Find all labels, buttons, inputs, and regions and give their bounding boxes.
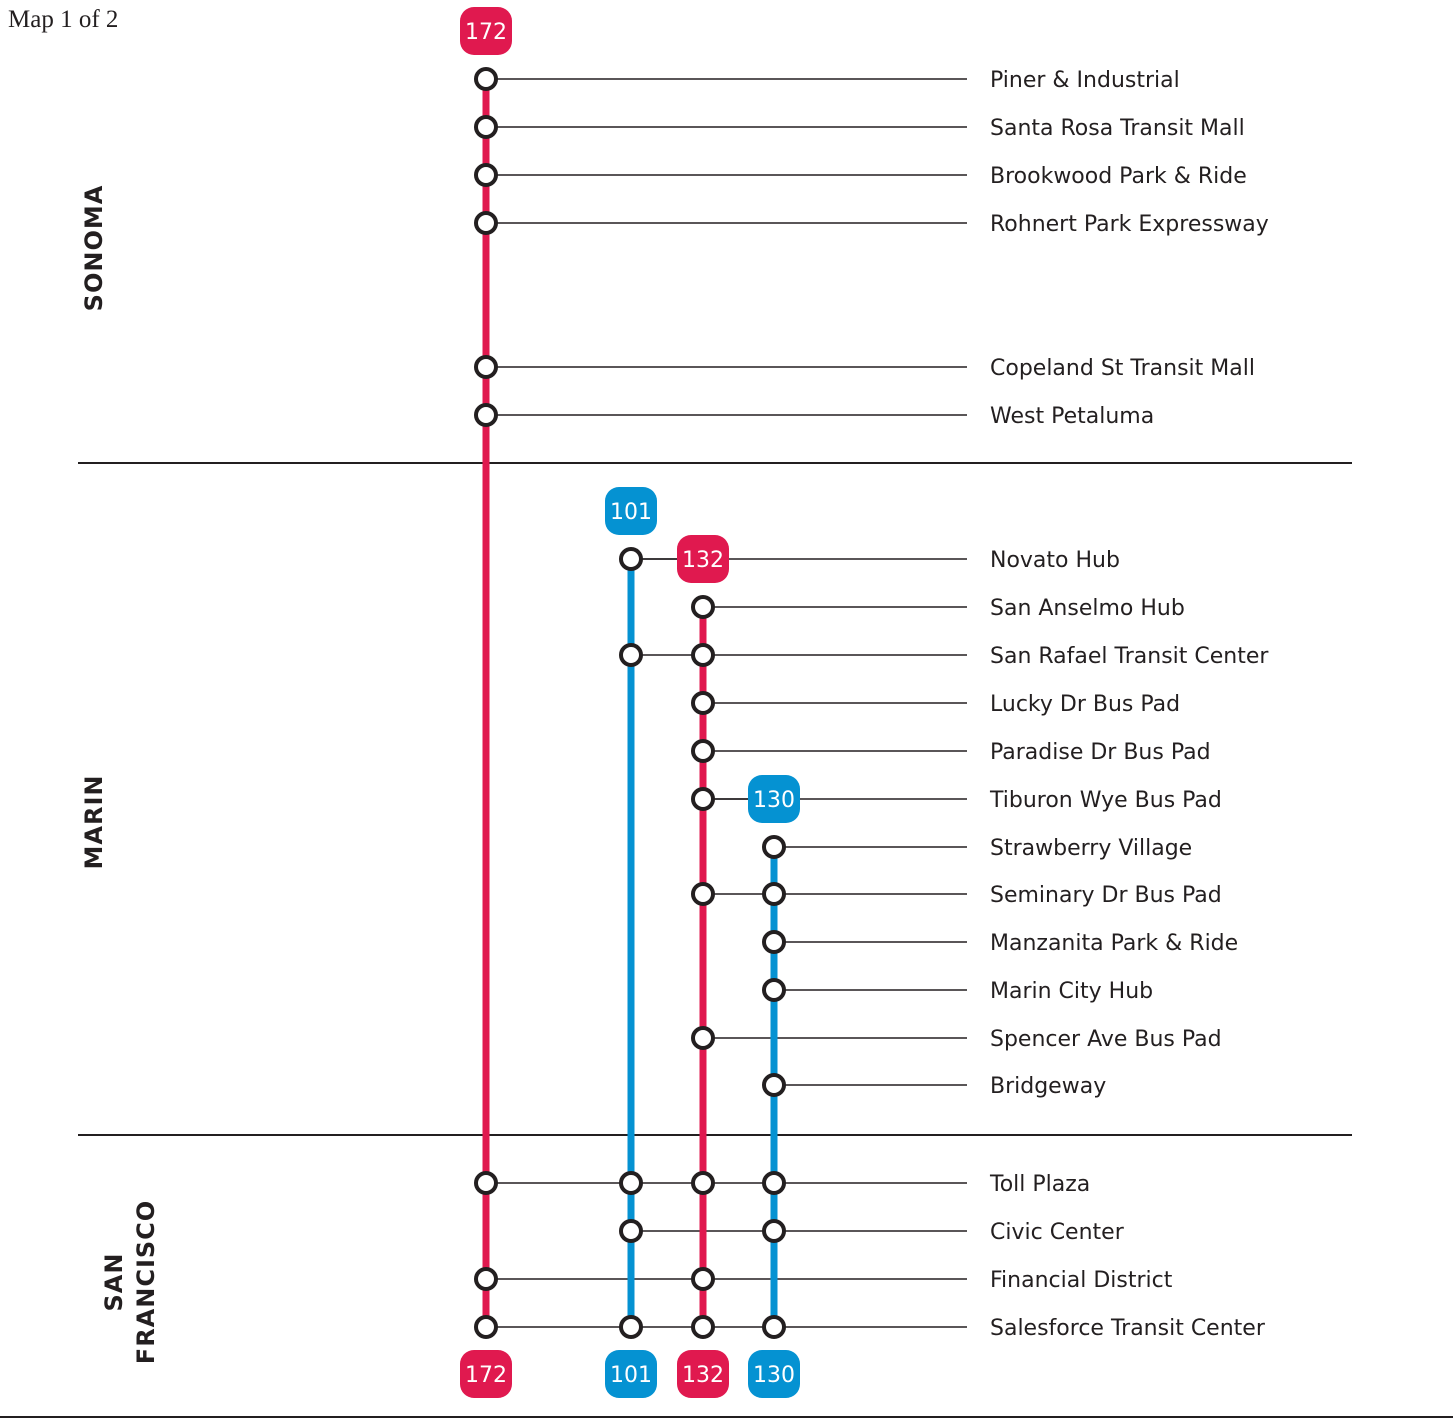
stop-marker — [619, 1171, 643, 1195]
stop-marker — [474, 211, 498, 235]
stop-label: Toll Plaza — [989, 1172, 1090, 1197]
route-badge-shape — [748, 1350, 800, 1398]
route-badges: 172 101 132 130 172 101 132 130 — [460, 7, 800, 1398]
stop-marker — [762, 882, 786, 906]
route-badge-shape — [605, 487, 657, 535]
stop-label: Civic Center — [990, 1220, 1125, 1245]
route-badge-172-bottom: 172 — [460, 1350, 512, 1398]
page-indicator: Map 1 of 2 — [8, 6, 119, 33]
stop-marker — [474, 403, 498, 427]
stop-label: Lucky Dr Bus Pad — [990, 692, 1180, 717]
stop-marker — [619, 1219, 643, 1243]
stop-label: Salesforce Transit Center — [990, 1316, 1266, 1341]
stop-marker — [762, 978, 786, 1002]
route-badge-shape — [748, 775, 800, 823]
stop-marker — [619, 1315, 643, 1339]
stop-label: Bridgeway — [990, 1074, 1106, 1099]
route-badge-shape — [605, 1350, 657, 1398]
route-badge-130-bottom: 130 — [748, 1350, 800, 1398]
stop-marker — [762, 1171, 786, 1195]
stop-markers — [474, 67, 786, 1339]
stop-marker — [762, 1073, 786, 1097]
route-badge-number: 172 — [465, 20, 507, 45]
stop-marker — [691, 787, 715, 811]
route-badge-172-top: 172 — [460, 7, 512, 55]
stop-marker — [691, 739, 715, 763]
stop-marker — [474, 115, 498, 139]
leader-lines — [486, 78, 967, 1328]
stop-marker — [762, 835, 786, 859]
route-badge-number: 130 — [753, 1363, 795, 1388]
stop-marker — [474, 67, 498, 91]
stop-marker — [619, 643, 643, 667]
stop-marker — [691, 1026, 715, 1050]
stop-marker — [691, 691, 715, 715]
stop-label: Brookwood Park & Ride — [990, 164, 1247, 189]
stop-marker — [691, 882, 715, 906]
route-badge-132-top: 132 — [677, 535, 729, 583]
stop-label: Santa Rosa Transit Mall — [990, 116, 1245, 141]
stop-marker — [762, 1219, 786, 1243]
route-badge-shape — [677, 1350, 729, 1398]
route-badge-101-top: 101 — [605, 487, 657, 535]
stop-marker — [474, 1171, 498, 1195]
route-badge-101-bottom: 101 — [605, 1350, 657, 1398]
route-badge-130-top: 130 — [748, 775, 800, 823]
stop-label: San Rafael Transit Center — [990, 644, 1269, 669]
stop-marker — [691, 1267, 715, 1291]
route-badge-shape — [677, 535, 729, 583]
stop-marker — [691, 643, 715, 667]
stop-marker — [691, 1315, 715, 1339]
stop-labels: Piner & Industrial Santa Rosa Transit Mal… — [989, 68, 1269, 1341]
stop-label: Marin City Hub — [990, 979, 1153, 1004]
region-divider-sonoma-marin — [78, 462, 1352, 464]
stop-marker — [691, 595, 715, 619]
stop-label: Seminary Dr Bus Pad — [990, 883, 1222, 908]
stop-label: Tiburon Wye Bus Pad — [989, 788, 1222, 813]
stop-label: San Anselmo Hub — [990, 596, 1185, 621]
stop-marker — [474, 1315, 498, 1339]
stop-label: Spencer Ave Bus Pad — [990, 1027, 1222, 1052]
route-badge-shape — [460, 1350, 512, 1398]
stop-label: Rohnert Park Expressway — [990, 212, 1269, 237]
stop-marker — [474, 163, 498, 187]
stop-marker — [762, 1315, 786, 1339]
route-badge-number: 101 — [610, 500, 652, 525]
stop-label: West Petaluma — [990, 404, 1154, 429]
stop-label: Copeland St Transit Mall — [990, 356, 1255, 381]
route-badge-number: 172 — [465, 1363, 507, 1388]
stop-label: Piner & Industrial — [990, 68, 1180, 93]
stop-label: Paradise Dr Bus Pad — [990, 740, 1211, 765]
route-badge-number: 101 — [610, 1363, 652, 1388]
route-badge-shape — [460, 7, 512, 55]
route-badge-132-bottom: 132 — [677, 1350, 729, 1398]
stop-marker — [619, 547, 643, 571]
page-bottom-rule — [0, 1416, 1453, 1418]
region-divider-marin-sf — [78, 1134, 1352, 1136]
route-badge-number: 132 — [682, 548, 724, 573]
stop-label: Manzanita Park & Ride — [990, 931, 1238, 956]
stop-marker — [474, 355, 498, 379]
stop-label: Novato Hub — [990, 548, 1120, 573]
stop-marker — [474, 1267, 498, 1291]
stop-marker — [691, 1171, 715, 1195]
stop-marker — [762, 930, 786, 954]
stop-label: Strawberry Village — [990, 836, 1192, 861]
route-badge-number: 130 — [753, 788, 795, 813]
stop-label: Financial District — [990, 1268, 1173, 1293]
route-badge-number: 132 — [682, 1363, 724, 1388]
